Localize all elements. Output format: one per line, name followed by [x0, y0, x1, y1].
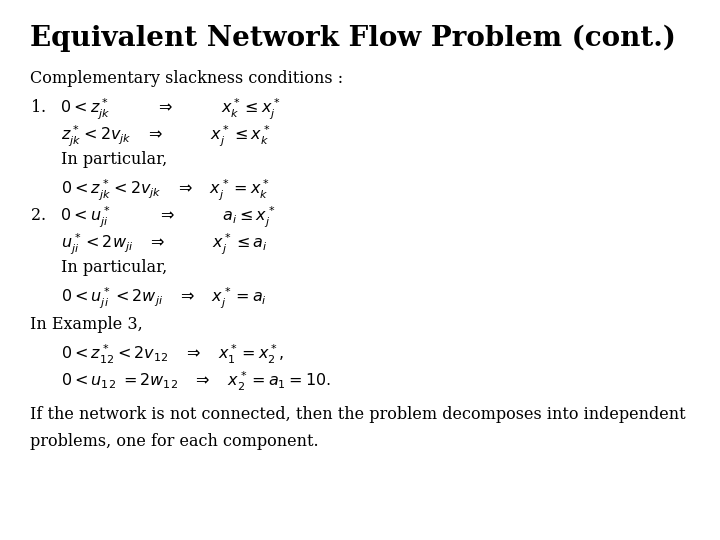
Text: 2.   $0 < u_{ji}^*$         $\Rightarrow$         $a_i \leq x_j^*$: 2. $0 < u_{ji}^*$ $\Rightarrow$ $a_i \le…	[30, 205, 276, 230]
Text: $0 < z_{12}^* < 2 v_{12}$   $\Rightarrow$   $x_1^* = x_2^*,$: $0 < z_{12}^* < 2 v_{12}$ $\Rightarrow$ …	[61, 343, 284, 366]
Text: $0 < z_{jk}^* < 2 v_{jk}$   $\Rightarrow$   $x_j^* = x_k^*$: $0 < z_{jk}^* < 2 v_{jk}$ $\Rightarrow$ …	[61, 178, 270, 203]
Text: $z_{jk}^* < 2 v_{jk}$   $\Rightarrow$         $x_j^* \leq x_k^*$: $z_{jk}^* < 2 v_{jk}$ $\Rightarrow$ $x_j…	[61, 124, 271, 149]
Text: $u_{ji}^* < 2 w_{ji}$   $\Rightarrow$         $x_j^* \leq a_i$: $u_{ji}^* < 2 w_{ji}$ $\Rightarrow$ $x_j…	[61, 232, 268, 257]
Text: problems, one for each component.: problems, one for each component.	[30, 433, 319, 450]
Text: In particular,: In particular,	[61, 151, 168, 168]
Text: In Example 3,: In Example 3,	[30, 316, 143, 333]
Text: Complementary slackness conditions :: Complementary slackness conditions :	[30, 70, 343, 87]
Text: $0 < u_{12}\; = 2 w_{12}$   $\Rightarrow$   $x_2^* = a_1 = 10.$: $0 < u_{12}\; = 2 w_{12}$ $\Rightarrow$ …	[61, 370, 331, 393]
Text: $0 < u_{ji}^* < 2 w_{ji}$   $\Rightarrow$   $x_j^* = a_i$: $0 < u_{ji}^* < 2 w_{ji}$ $\Rightarrow$ …	[61, 286, 267, 311]
Text: If the network is not connected, then the problem decomposes into independent: If the network is not connected, then th…	[30, 406, 686, 423]
Text: 1.   $0 < z_{jk}^*$         $\Rightarrow$         $x_k^* \leq x_j^*$: 1. $0 < z_{jk}^*$ $\Rightarrow$ $x_k^* \…	[30, 97, 282, 122]
Text: Equivalent Network Flow Problem (cont.): Equivalent Network Flow Problem (cont.)	[30, 24, 676, 52]
Text: In particular,: In particular,	[61, 259, 168, 276]
